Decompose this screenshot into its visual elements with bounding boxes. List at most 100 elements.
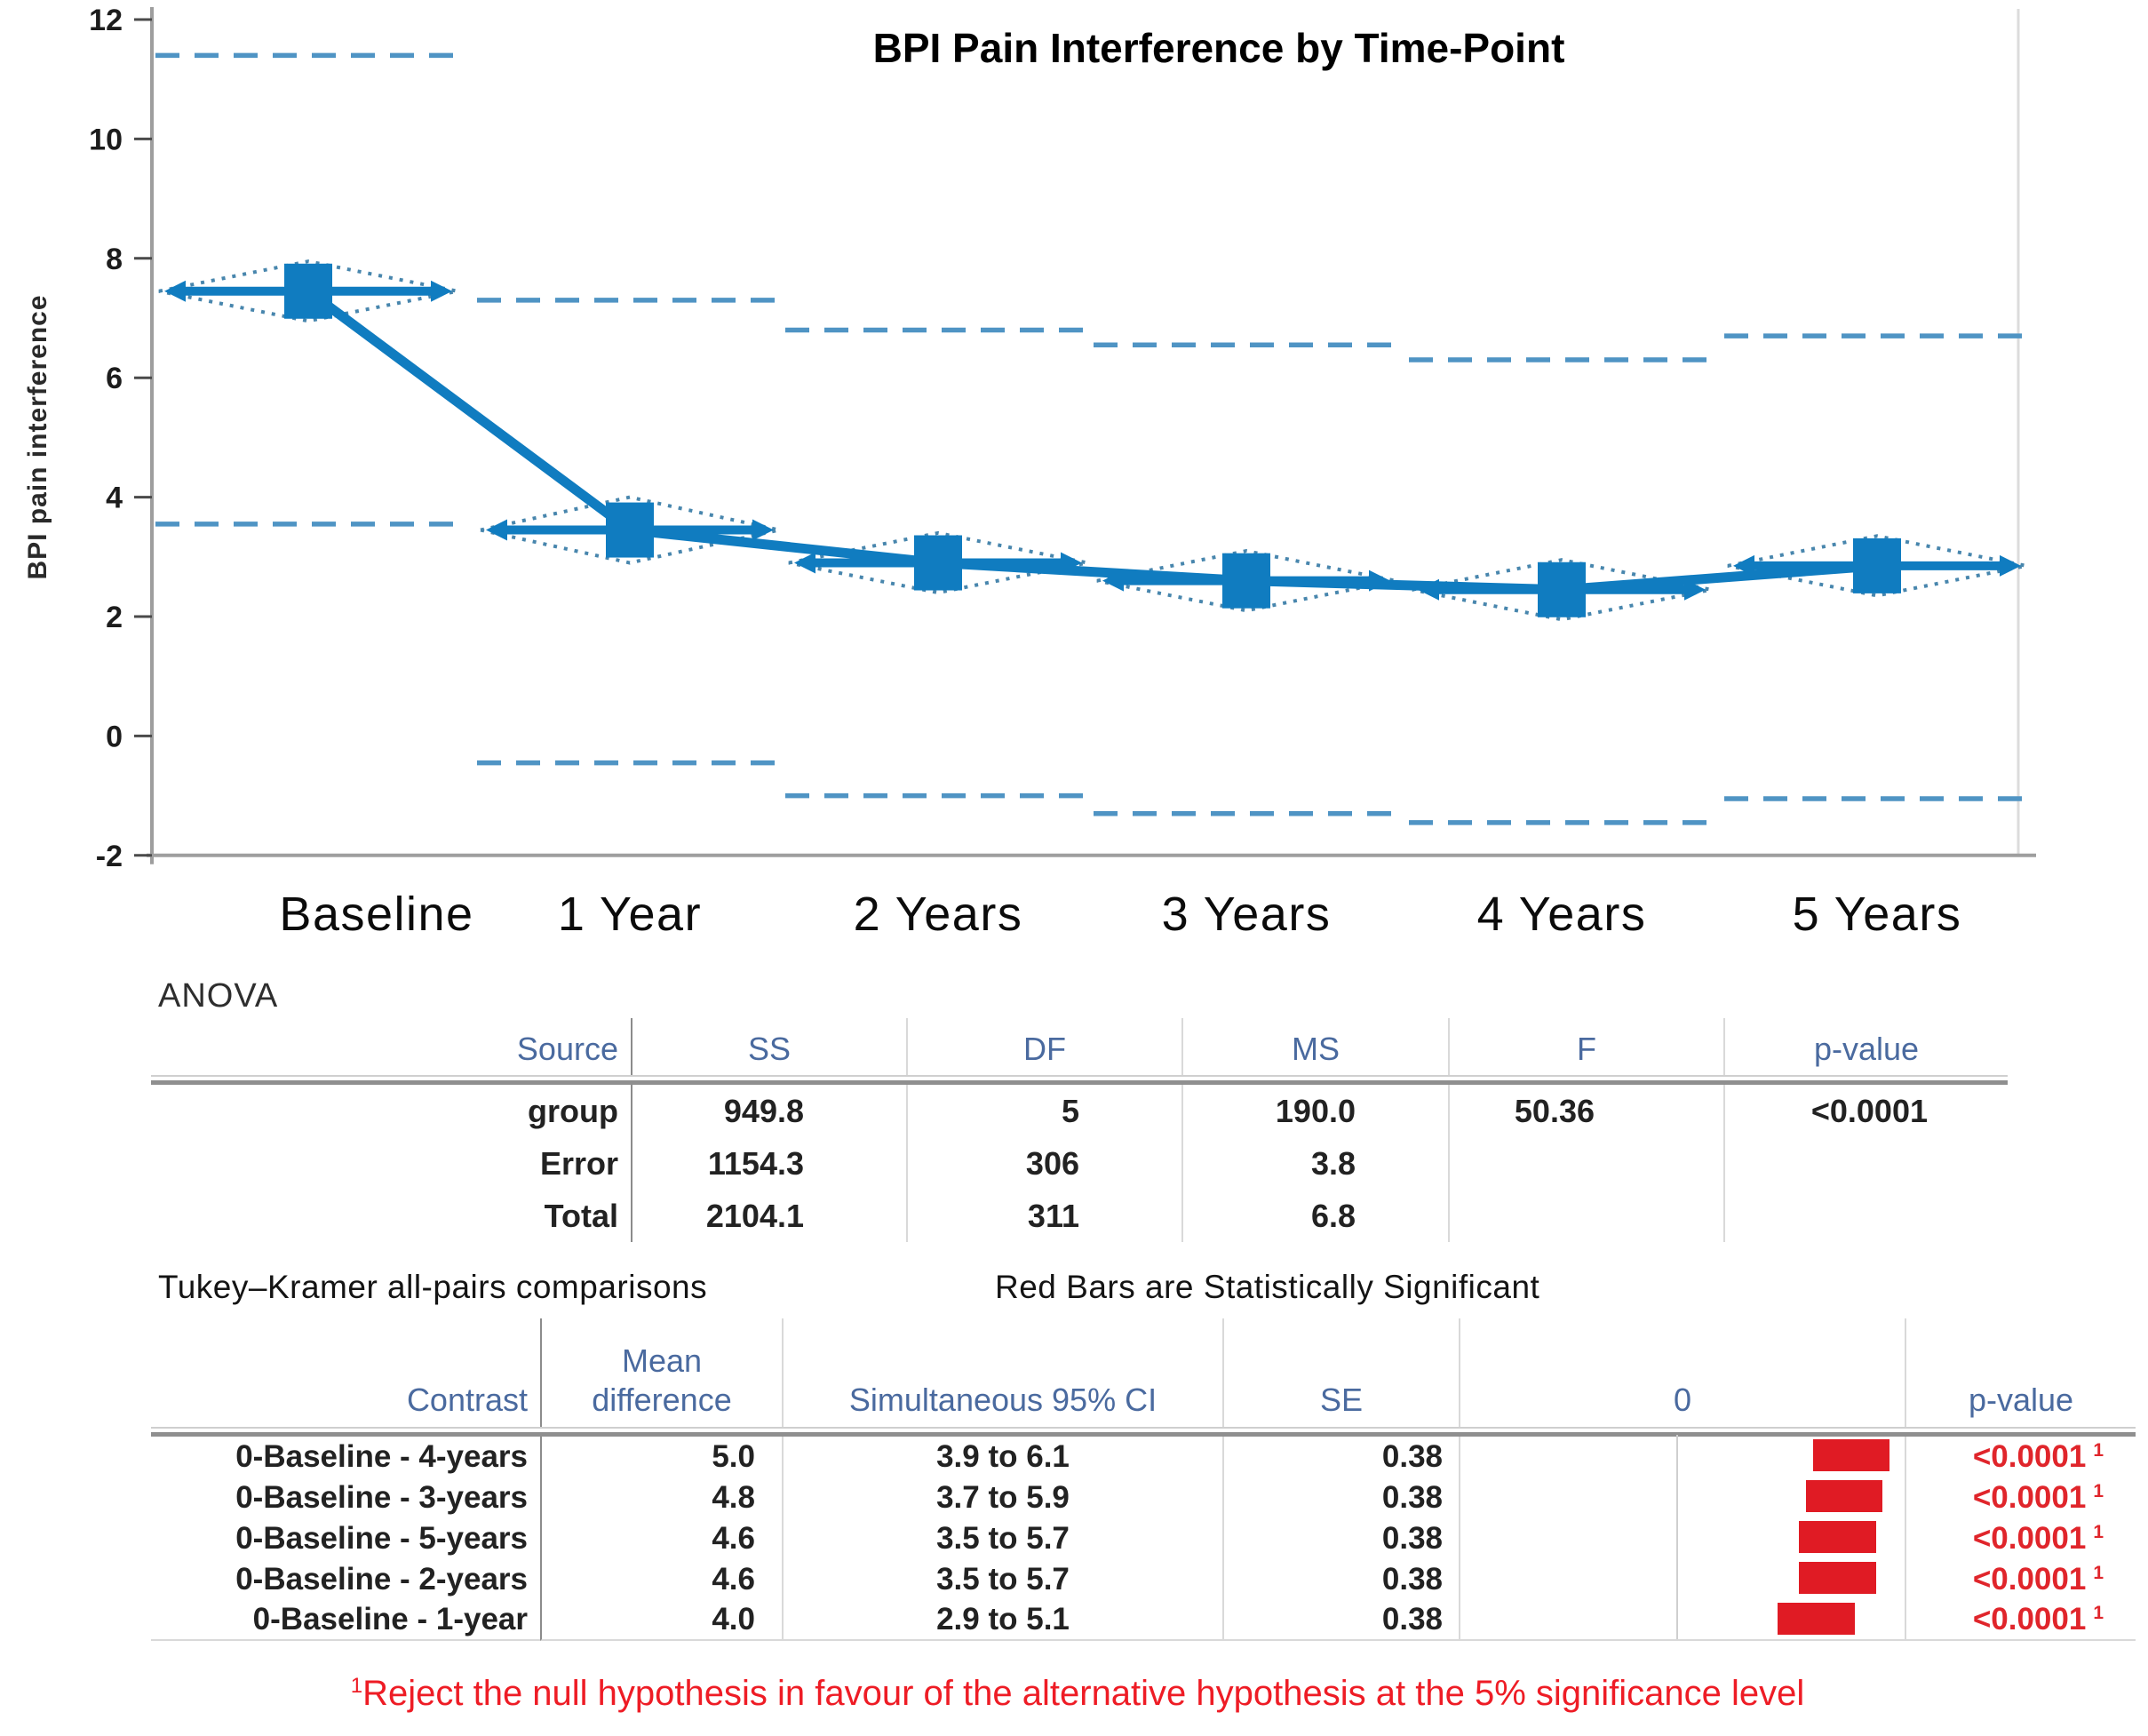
tukey-subtitle: Red Bars are Statistically Significant xyxy=(995,1269,1540,1305)
mean-line-right-arrow xyxy=(1061,552,1082,574)
tukey-cell-ci: 3.5 to 5.7 xyxy=(782,1559,1222,1600)
anova-header-source: Source xyxy=(516,1031,618,1067)
tukey-cell-mean-difference: 5.0 xyxy=(540,1437,782,1477)
tukey-cell-p-value: <0.0001 1 xyxy=(1905,1477,2136,1518)
mean-line-left-arrow xyxy=(1418,578,1439,601)
tukey-cell-contrast: 0-Baseline - 4-years xyxy=(235,1439,528,1474)
x-category-label: 4 Years xyxy=(1477,888,1647,941)
mean-line-right-arrow xyxy=(431,280,452,302)
anova-cell-ms: 190.0 xyxy=(1181,1085,1448,1137)
mean-line-right-arrow xyxy=(2000,554,2021,577)
y-tick-label: 0 xyxy=(106,720,123,753)
bpi-pain-interference-chart: 12 10 8 6 4 2 0 -2 Baseline 1 Year 2 Years 3 Years 4… xyxy=(23,4,2036,941)
tukey-cell-se: 0.38 xyxy=(1222,1437,1459,1477)
tukey-cell-zero xyxy=(1459,1600,1905,1641)
anova-cell-ss: 949.8 xyxy=(631,1085,906,1137)
y-tick-label: 4 xyxy=(106,482,123,515)
anova-cell-df: 306 xyxy=(906,1137,1181,1190)
significant-ci-bar xyxy=(1805,1480,1883,1512)
tukey-cell-zero xyxy=(1459,1559,1905,1600)
anova-cell-p: <0.0001 xyxy=(1723,1085,2008,1137)
mean-line-left-arrow xyxy=(486,519,507,541)
mean-marker xyxy=(1222,553,1270,609)
mean-marker xyxy=(284,263,332,319)
mean-marker xyxy=(1538,561,1586,617)
tukey-cell-se: 0.38 xyxy=(1222,1559,1459,1600)
anova-header-df: DF xyxy=(906,1018,1181,1075)
mean-marker xyxy=(914,535,962,591)
y-tick-label: 8 xyxy=(106,243,123,276)
tukey-header-mean-difference: Mean difference xyxy=(540,1318,782,1427)
anova-row-source: Error xyxy=(539,1144,618,1182)
tukey-cell-zero xyxy=(1459,1437,1905,1477)
tukey-cell-p-value: <0.0001 1 xyxy=(1905,1559,2136,1600)
tukey-cell-se: 0.38 xyxy=(1222,1518,1459,1559)
significant-ci-bar xyxy=(1798,1521,1876,1553)
y-tick-label: 2 xyxy=(106,601,123,634)
mean-line-left-arrow xyxy=(1733,554,1754,577)
anova-cell-f: 50.36 xyxy=(1448,1085,1723,1137)
tukey-table: Contrast Mean difference Simultaneous 95%… xyxy=(151,1318,2136,1641)
mean-line-left-arrow xyxy=(794,552,815,574)
tukey-header-se: SE xyxy=(1222,1318,1459,1427)
tukey-cell-p-value: <0.0001 1 xyxy=(1905,1437,2136,1477)
tukey-header-divider xyxy=(151,1427,2136,1437)
tukey-cell-contrast: 0-Baseline - 3-years xyxy=(235,1480,528,1515)
tukey-header-p: p-value xyxy=(1905,1318,2136,1427)
anova-cell-f xyxy=(1448,1190,1723,1242)
tukey-cell-p-value: <0.0001 1 xyxy=(1905,1518,2136,1559)
anova-cell-df: 311 xyxy=(906,1190,1181,1242)
x-category-label: 1 Year xyxy=(558,888,702,941)
anova-cell-f xyxy=(1448,1137,1723,1190)
anova-cell-ss: 1154.3 xyxy=(631,1137,906,1190)
x-category-label: 5 Years xyxy=(1793,888,1962,941)
significant-ci-bar xyxy=(1812,1439,1890,1471)
tukey-cell-ci: 3.5 to 5.7 xyxy=(782,1518,1222,1559)
x-category-label: 2 Years xyxy=(854,888,1023,941)
mean-line-left-arrow xyxy=(1102,569,1124,592)
tukey-header-zero: 0 xyxy=(1459,1318,1905,1427)
mean-marker xyxy=(606,502,654,558)
y-tick-label: 10 xyxy=(89,123,123,156)
tukey-cell-contrast: 0-Baseline - 1-year xyxy=(151,1600,540,1641)
anova-header-ss: SS xyxy=(631,1018,906,1075)
anova-cell-ms: 6.8 xyxy=(1181,1190,1448,1242)
tukey-cell-ci: 3.7 to 5.9 xyxy=(782,1477,1222,1518)
anova-row-source: group xyxy=(528,1092,618,1129)
x-category-label: 3 Years xyxy=(1162,888,1332,941)
anova-header-f: F xyxy=(1448,1018,1723,1075)
mean-line-right-arrow xyxy=(1369,569,1390,592)
tukey-title: Tukey–Kramer all-pairs comparisons xyxy=(158,1269,708,1305)
anova-cell-p xyxy=(1723,1137,2008,1190)
significant-ci-bar xyxy=(1778,1603,1855,1635)
tukey-header-contrast: Contrast xyxy=(406,1382,528,1418)
tukey-cell-contrast: 0-Baseline - 2-years xyxy=(235,1562,528,1597)
tukey-cell-ci: 2.9 to 5.1 xyxy=(782,1600,1222,1641)
x-category-label: Baseline xyxy=(279,888,473,941)
significance-footnote: 1Reject the null hypothesis in favour of… xyxy=(350,1673,1805,1713)
mean-marker xyxy=(1853,538,1901,593)
tukey-cell-se: 0.38 xyxy=(1222,1600,1459,1641)
tukey-cell-p-value: <0.0001 1 xyxy=(1905,1600,2136,1641)
y-tick-label: 12 xyxy=(89,4,123,37)
tukey-cell-mean-difference: 4.8 xyxy=(540,1477,782,1518)
tukey-cell-zero xyxy=(1459,1477,1905,1518)
tukey-cell-mean-difference: 4.0 xyxy=(540,1600,782,1641)
tukey-cell-mean-difference: 4.6 xyxy=(540,1518,782,1559)
tukey-cell-ci: 3.9 to 6.1 xyxy=(782,1437,1222,1477)
zero-reference-line xyxy=(1676,1435,1678,1639)
anova-cell-ms: 3.8 xyxy=(1181,1137,1448,1190)
anova-cell-df: 5 xyxy=(906,1085,1181,1137)
tukey-cell-contrast: 0-Baseline - 5-years xyxy=(235,1521,528,1556)
anova-header-p: p-value xyxy=(1723,1018,2008,1075)
tukey-cell-se: 0.38 xyxy=(1222,1477,1459,1518)
mean-line-right-arrow xyxy=(1684,578,1706,601)
anova-cell-ss: 2104.1 xyxy=(631,1190,906,1242)
significant-ci-bar xyxy=(1798,1562,1876,1594)
tukey-cell-zero xyxy=(1459,1518,1905,1559)
mean-line-left-arrow xyxy=(164,280,186,302)
y-tick-label: 6 xyxy=(106,362,123,395)
mean-line-right-arrow xyxy=(752,519,774,541)
y-tick-label: -2 xyxy=(96,840,123,873)
tukey-cell-mean-difference: 4.6 xyxy=(540,1559,782,1600)
